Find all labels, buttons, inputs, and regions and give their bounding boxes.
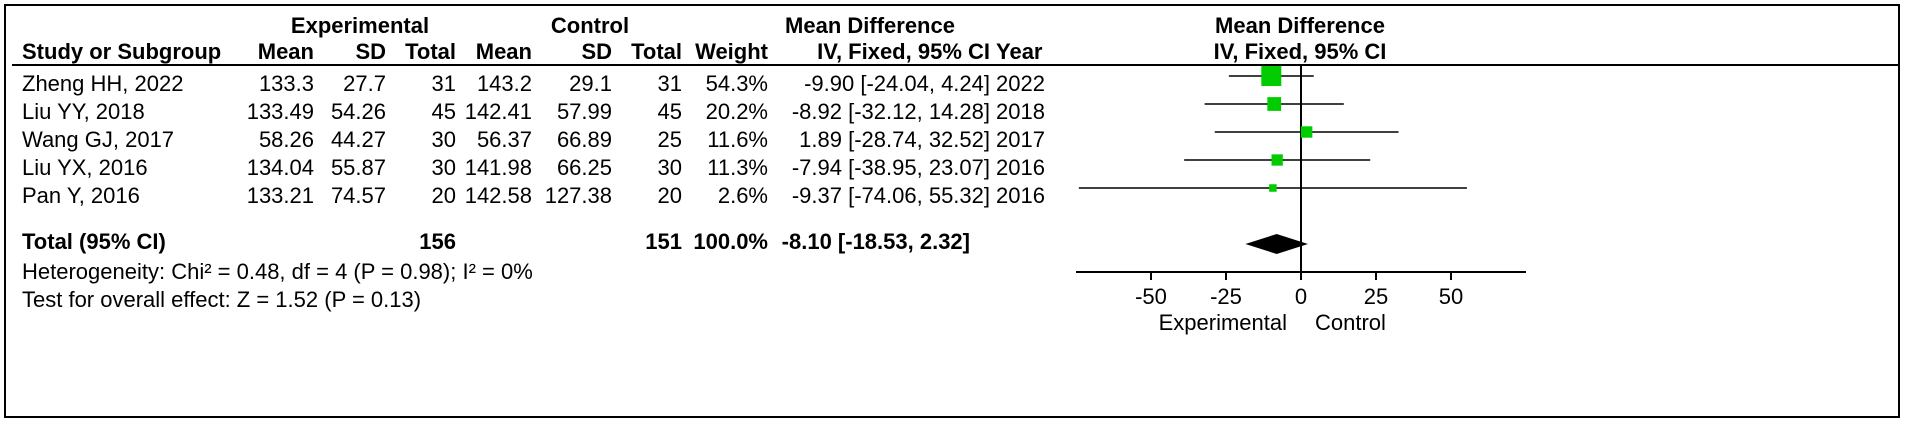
heterogeneity-text: Heterogeneity: Chi² = 0.48, df = 4 (P = … [22,259,533,284]
x-axis-tick-label: -50 [1135,284,1167,309]
control-total-header: Total [631,39,682,64]
mean-difference-ci: -9.90 [-24.04, 4.24] [804,71,990,96]
study-name: Wang GJ, 2017 [22,127,175,152]
study-year: 2017 [996,127,1045,152]
overall-effect-text: Test for overall effect: Z = 1.52 (P = 0… [22,287,422,312]
study-effect-marker [1267,97,1282,111]
experimental-mean: 134.04 [246,155,314,180]
mean-difference-ci: -9.37 [-74.06, 55.32] [791,183,990,208]
total-label: Total (95% CI) [22,229,166,254]
experimental-total: 30 [431,155,456,180]
study-name: Liu YX, 2016 [22,155,148,180]
control-mean: 142.58 [464,183,532,208]
experimental-sd: 27.7 [343,71,386,96]
control-total-sum: 151 [645,229,682,254]
experimental-total: 20 [431,183,456,208]
ci-method-header: IV, Fixed, 95% CI [817,39,990,64]
experimental-total: 45 [431,99,456,124]
control-sd: 29.1 [569,71,612,96]
control-sd-header: SD [581,39,612,64]
year-header: Year [996,39,1043,64]
x-axis-tick-label: 25 [1364,284,1388,309]
study-effect-marker [1269,184,1277,192]
control-mean: 141.98 [464,155,532,180]
experimental-sd: 55.87 [330,155,386,180]
weight: 20.2% [705,99,768,124]
experimental-header: Experimental [290,13,430,38]
favours-experimental-label: Experimental [1159,310,1287,335]
control-mean-header: Mean [475,39,532,64]
control-total: 31 [657,71,682,96]
favours-control-label: Control [1315,310,1386,335]
experimental-sd: 74.57 [330,183,386,208]
study-year: 2022 [996,71,1045,96]
experimental-mean: 133.49 [246,99,314,124]
weight: 11.6% [707,127,768,152]
experimental-total: 31 [431,71,456,96]
total-weight: 100.0% [693,229,768,254]
control-total: 20 [657,183,682,208]
experimental-total-sum: 156 [419,229,456,254]
mean-difference-ci: 1.89 [-28.74, 32.52] [799,127,990,152]
experimental-mean: 58.26 [258,127,314,152]
control-sd: 66.89 [556,127,612,152]
experimental-mean: 133.21 [246,183,314,208]
experimental-total: 30 [431,127,456,152]
study-name: Zheng HH, 2022 [22,71,184,96]
control-mean: 143.2 [476,71,532,96]
control-sd: 127.38 [544,183,612,208]
experimental-mean: 133.3 [258,71,314,96]
weight-header: Weight [695,39,768,64]
study-or-subgroup-header: Study or Subgroup [22,39,222,64]
study-name: Liu YY, 2018 [22,99,145,124]
forest-plot-figure [4,4,1900,418]
weight: 2.6% [717,183,768,208]
experimental-sd: 44.27 [330,127,386,152]
weight: 11.3% [707,155,768,180]
study-effect-marker [1261,66,1282,86]
study-year: 2018 [996,99,1045,124]
experimental-sd: 54.26 [330,99,386,124]
experimental-sd-header: SD [355,39,386,64]
study-year: 2016 [996,155,1045,180]
control-sd: 57.99 [556,99,612,124]
control-total: 45 [657,99,682,124]
control-header: Control [550,13,630,38]
control-sd: 66.25 [556,155,612,180]
study-effect-marker [1271,154,1283,166]
study-effect-marker [1300,126,1313,138]
x-axis-tick-label: 50 [1439,284,1463,309]
study-year: 2016 [996,183,1045,208]
pooled-effect-diamond [1245,234,1308,254]
weight: 54.3% [705,71,768,96]
experimental-total-header: Total [405,39,456,64]
plot-mean-difference-header: Mean Difference [1215,13,1385,38]
mean-difference-ci: -8.92 [-32.12, 14.28] [791,99,990,124]
x-axis-tick-label: -25 [1210,284,1242,309]
header-rule [12,64,1898,66]
control-total: 25 [657,127,682,152]
pooled-mean-difference-ci: -8.10 [-18.53, 2.32] [781,229,970,254]
experimental-mean-header: Mean [257,39,314,64]
control-total: 30 [657,155,682,180]
plot-ci-method-header: IV, Fixed, 95% CI [1213,39,1387,64]
mean-difference-ci: -7.94 [-38.95, 23.07] [791,155,990,180]
study-name: Pan Y, 2016 [22,183,140,208]
mean-difference-header: Mean Difference [785,13,955,38]
control-mean: 56.37 [476,127,532,152]
x-axis-tick-label: 0 [1295,284,1307,309]
control-mean: 142.41 [464,99,532,124]
